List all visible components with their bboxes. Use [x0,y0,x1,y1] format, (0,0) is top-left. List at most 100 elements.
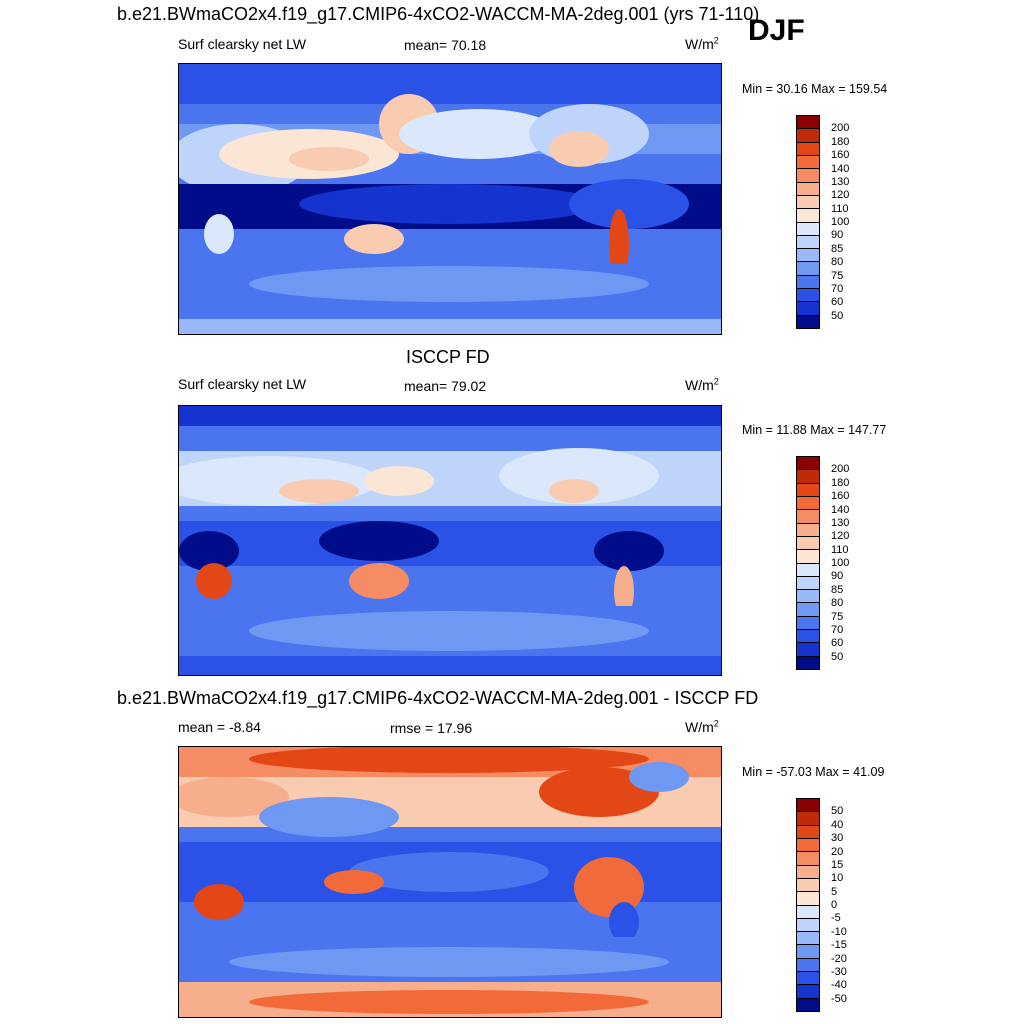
colorbar-box [797,958,819,973]
colorbar-box [797,799,819,813]
colorbar-box [797,838,819,853]
colorbar-tick-label: 70 [831,623,844,636]
colorbar-tick-label: -15 [831,939,847,952]
colorbar-diff [796,798,820,1012]
colorbar-box [797,590,819,604]
colorbar-box [797,865,819,879]
colorbar-box [797,235,819,250]
colorbar-box [797,496,819,511]
colorbar-tick-label: 80 [831,256,844,269]
colorbar-box [797,470,819,484]
colorbar-tick-label: 120 [831,189,850,202]
colorbar-box [797,195,819,210]
variable-label-model: Surf clearsky net LW [178,36,307,52]
colorbar-box [797,825,819,839]
colorbar-tick-label: 50 [831,650,844,663]
colorbar-box [797,129,819,143]
colorbar-obs [796,456,820,670]
colorbar-box [797,510,819,524]
colorbar-tick-label: 75 [831,610,844,623]
colorbar-tick-label: 120 [831,530,850,543]
colorbar-box [797,457,819,471]
panel-title-obs: ISCCP FD [406,347,490,367]
colorbar-model [796,115,820,329]
map-model-field [179,64,721,334]
colorbar-box [797,222,819,236]
colorbar-box [797,563,819,577]
mean-label-diff: mean = -8.84 [178,719,261,735]
mean-label-model: mean= 70.18 [404,37,487,53]
colorbar-box [797,998,819,1011]
colorbar-tick-label: 160 [831,149,850,162]
colorbar-tick-label: 180 [831,476,850,489]
colorbar-tick-label: 85 [831,583,844,596]
map-obs-field [179,406,721,675]
colorbar-box [797,576,819,591]
map-diff [178,746,722,1018]
colorbar-tick-label: 50 [831,309,844,322]
colorbar-tick-label: 15 [831,858,844,871]
minmax-label-diff: Min = -57.03 Max = 41.09 [742,765,885,779]
colorbar-box [797,852,819,866]
colorbar-tick-label: 130 [831,516,850,529]
colorbar-box [797,603,819,617]
panel-title-diff: b.e21.BWmaCO2x4.f19_g17.CMIP6-4xCO2-WACC… [117,688,759,708]
colorbar-tick-label: 180 [831,135,850,148]
colorbar-tick-label: 60 [831,296,844,309]
colorbar-box [797,262,819,276]
minmax-label-obs: Min = 11.88 Max = 147.77 [742,423,887,437]
colorbar-box [797,550,819,564]
colorbar-box [797,945,819,959]
colorbar-box [797,155,819,170]
colorbar-box [797,878,819,893]
colorbar-tick-label: 20 [831,845,844,858]
unit-label-diff: W/m2 [685,718,719,735]
colorbar-box [797,932,819,946]
panel-title-model: b.e21.BWmaCO2x4.f19_g17.CMIP6-4xCO2-WACC… [117,4,760,24]
colorbar-tick-label: -30 [831,965,847,978]
colorbar-tick-label: 160 [831,490,850,503]
rmse-label-diff: rmse = 17.96 [390,720,473,736]
colorbar-tick-label: 80 [831,597,844,610]
colorbar-box [797,169,819,183]
colorbar-tick-label: 140 [831,503,850,516]
minmax-label-model: Min = 30.16 Max = 159.54 [742,82,888,96]
colorbar-box [797,275,819,290]
colorbar-tick-label: 50 [831,805,844,818]
colorbar-box [797,630,819,644]
map-obs [178,405,722,676]
colorbar-box [797,209,819,223]
colorbar-box [797,918,819,933]
colorbar-box [797,249,819,263]
colorbar-box [797,643,819,657]
colorbar-tick-label: 130 [831,175,850,188]
colorbar-box [797,972,819,986]
colorbar-box [797,616,819,631]
colorbar-box [797,985,819,999]
colorbar-box [797,892,819,906]
colorbar-box [797,812,819,826]
season-label: DJF [748,14,805,47]
colorbar-tick-label: 70 [831,282,844,295]
colorbar-box [797,656,819,669]
colorbar-tick-label: -20 [831,952,847,965]
colorbar-box [797,483,819,497]
colorbar-tick-label: 5 [831,885,838,898]
colorbar-tick-label: 40 [831,818,844,831]
colorbar-box [797,905,819,919]
map-diff-field [179,747,721,1017]
colorbar-tick-label: 75 [831,269,844,282]
colorbar-tick-label: 85 [831,242,844,255]
colorbar-box [797,142,819,156]
colorbar-tick-label: 100 [831,557,850,569]
map-model [178,63,722,335]
unit-label-model: W/m2 [685,35,719,52]
colorbar-tick-label: 200 [831,463,850,476]
colorbar-tick-label: 110 [831,543,849,556]
colorbar-tick-label: 140 [831,162,850,175]
colorbar-box [797,116,819,130]
colorbar-tick-label: 110 [831,202,849,215]
colorbar-tick-label: -50 [831,992,847,1005]
colorbar-tick-label: 30 [831,832,844,845]
colorbar-tick-label: -10 [831,925,847,938]
